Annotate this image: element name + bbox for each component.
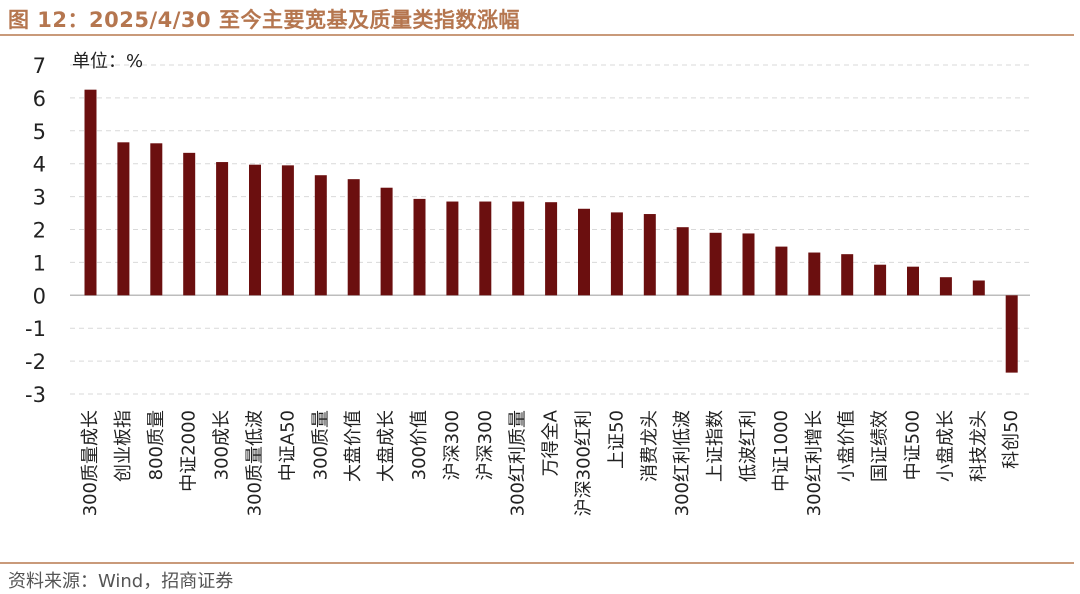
x-category-label: 300红利低波 [672, 410, 693, 516]
y-tick-label: -1 [25, 317, 46, 341]
x-category-label: 300质量 [310, 410, 331, 480]
bar [709, 232, 722, 296]
y-tick-label: 2 [33, 219, 46, 243]
unit-label: 单位：% [72, 51, 143, 72]
x-category-label: 沪深300 [442, 410, 463, 480]
x-category-label: 中证500 [903, 410, 924, 480]
bar [939, 277, 952, 296]
y-tick-label: 7 [33, 54, 46, 78]
bar [183, 152, 196, 296]
x-category-label: 大盘成长 [376, 410, 397, 482]
x-category-label: 小盘成长 [935, 410, 956, 482]
x-category-label: 沪深300 [475, 410, 496, 480]
x-category-label: 300质量低波 [245, 410, 266, 516]
x-category-label: 沪深300红利 [574, 410, 595, 516]
figure-title: 图 12：2025/4/30 至今主要宽基及质量类指数涨幅 [8, 8, 520, 32]
x-category-label: 万得全A [541, 409, 562, 476]
x-category-label: 创业板指 [113, 410, 134, 482]
bar [907, 266, 919, 296]
bar [249, 164, 261, 296]
x-category-label: 上证50 [606, 410, 627, 469]
bar [479, 201, 492, 296]
bar [775, 246, 788, 296]
bar [808, 252, 821, 296]
bar [512, 201, 525, 296]
bar [643, 214, 656, 296]
bar [281, 165, 294, 296]
x-category-label: 中证2000 [179, 410, 200, 492]
bar [117, 142, 130, 296]
bar [314, 175, 327, 296]
title-rule [0, 34, 1074, 36]
bar [347, 179, 360, 296]
bar [676, 227, 689, 296]
bar [380, 187, 393, 296]
bars [84, 89, 1018, 373]
x-category-label: 300质量成长 [80, 410, 101, 516]
y-tick-label: -2 [25, 350, 46, 374]
bar [578, 208, 590, 296]
y-tick-label: -3 [25, 383, 46, 407]
x-category-label: 国证绩效 [870, 410, 891, 482]
x-category-label: 中证A50 [277, 410, 298, 481]
y-tick-label: 0 [33, 284, 46, 308]
x-category-label: 科创50 [1001, 410, 1022, 469]
y-tick-label: 4 [33, 153, 46, 177]
x-category-label: 800质量 [146, 410, 167, 480]
x-category-label: 小盘价值 [837, 410, 858, 482]
bar [972, 280, 985, 296]
bar [446, 201, 459, 296]
x-category-label: 大盘价值 [343, 410, 364, 482]
y-tick-label: 6 [33, 87, 46, 111]
bar [84, 89, 97, 296]
x-category-label: 300成长 [212, 410, 233, 480]
bar [413, 198, 426, 296]
bar [841, 254, 854, 296]
y-tick-label: 1 [33, 251, 46, 275]
x-category-label: 消费龙头 [639, 410, 660, 482]
source-rule [0, 562, 1074, 564]
bar [874, 264, 887, 296]
x-category-label: 低波红利 [738, 410, 759, 482]
source-note: 资料来源：Wind，招商证券 [8, 571, 234, 592]
x-category-label: 上证指数 [705, 410, 726, 482]
bar [742, 233, 755, 296]
x-axis-labels: 300质量成长 创业板指 800质量 中证2000 300成长 300质量低波 中证A50 3… [80, 409, 1022, 516]
y-tick-label: 3 [33, 186, 46, 210]
x-category-label: 中证1000 [771, 410, 792, 492]
x-category-label: 300价值 [409, 410, 430, 480]
bar [610, 212, 623, 296]
x-category-label: 科技龙头 [968, 410, 989, 482]
bar [545, 202, 558, 296]
y-tick-label: 5 [33, 120, 46, 144]
x-category-label: 300红利增长 [804, 410, 825, 516]
bar [1005, 295, 1018, 373]
bar [150, 143, 163, 296]
bar [216, 162, 229, 296]
x-category-label: 300红利质量 [508, 410, 529, 516]
y-axis-ticks: -3 -2 -1 0 1 2 3 4 5 6 7 [25, 54, 46, 407]
